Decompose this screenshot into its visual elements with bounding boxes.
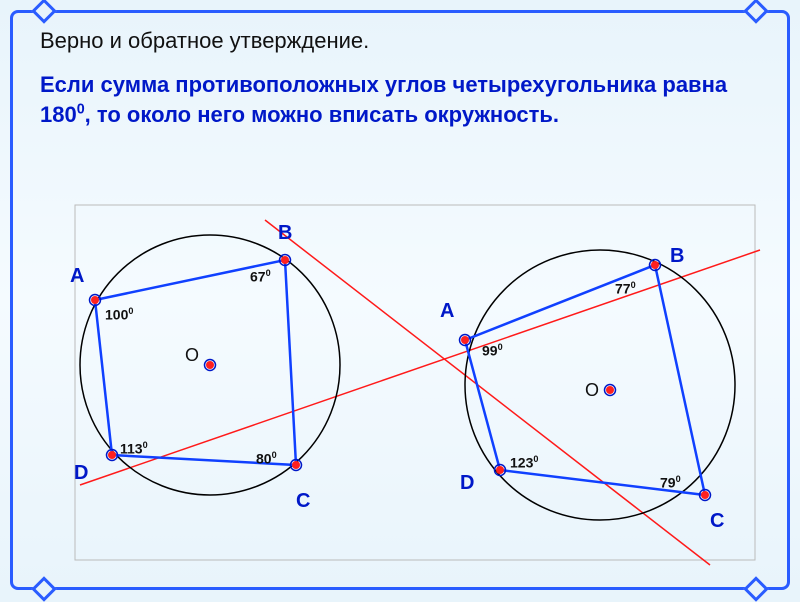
center-O-left: О xyxy=(185,345,199,366)
angle-C-right: 790 xyxy=(660,474,681,491)
angle-C-left: 800 xyxy=(256,450,277,467)
geometry-svg xyxy=(20,190,780,580)
heading-theorem: Если сумма противоположных углов четырех… xyxy=(40,70,740,129)
label-C-left: C xyxy=(296,490,310,513)
label-B-right: B xyxy=(670,245,684,268)
frame-notch xyxy=(743,576,768,601)
angle-A-left: 1000 xyxy=(105,306,133,323)
theorem-sup: 0 xyxy=(77,101,85,117)
angle-B-left: 670 xyxy=(250,268,271,285)
label-D-left: D xyxy=(74,462,88,485)
frame-notch xyxy=(31,0,56,24)
label-A-right: A xyxy=(440,300,454,323)
angle-D-right: 1230 xyxy=(510,454,538,471)
label-C-right: C xyxy=(710,510,724,533)
frame-notch xyxy=(743,0,768,24)
center-O-right: О xyxy=(585,380,599,401)
angle-A-right: 990 xyxy=(482,342,503,359)
angle-B-right: 770 xyxy=(615,280,636,297)
angle-D-left: 1130 xyxy=(120,440,148,457)
frame-notch xyxy=(31,576,56,601)
heading-converse: Верно и обратное утверждение. xyxy=(40,28,369,54)
label-A-left: A xyxy=(70,265,84,288)
label-D-right: D xyxy=(460,472,474,495)
label-B-left: B xyxy=(278,222,292,245)
theorem-text-post: , то около него можно вписать окружность… xyxy=(85,102,559,127)
geometry-diagram: A B C D О 1000 670 800 1130 A B C D О 99… xyxy=(20,190,780,580)
